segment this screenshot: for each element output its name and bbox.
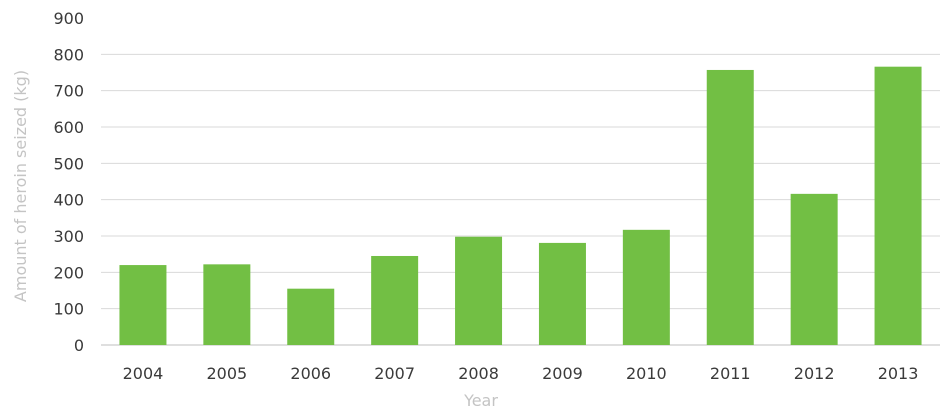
y-tick-label: 400	[53, 191, 84, 210]
y-tick-label: 0	[74, 336, 84, 355]
bar-2005	[203, 264, 251, 345]
x-tick-label: 2005	[206, 364, 247, 383]
bar-2012	[790, 193, 838, 345]
bar-2010	[622, 229, 670, 345]
x-tick-label: 2012	[794, 364, 835, 383]
y-tick-label: 600	[53, 118, 84, 137]
bar-2004	[119, 265, 167, 345]
x-tick-label: 2013	[878, 364, 919, 383]
y-tick-label: 500	[53, 154, 84, 173]
x-axis-title: Year	[463, 391, 498, 410]
bar-2011	[706, 69, 754, 345]
bar-2009	[538, 242, 586, 345]
y-axis-title: Amount of heroin seized (kg)	[11, 70, 30, 302]
x-axis-ticks: 2004 2005 2006 2007 2008 2009 2010 2011 2012 2013	[123, 364, 919, 383]
y-tick-label: 200	[53, 263, 84, 282]
y-tick-label: 700	[53, 82, 84, 101]
bar-2013	[874, 66, 922, 345]
y-tick-label: 900	[53, 9, 84, 28]
y-tick-label: 300	[53, 227, 84, 246]
x-tick-label: 2004	[123, 364, 164, 383]
y-tick-label: 100	[53, 300, 84, 319]
bar-2006	[287, 288, 335, 345]
x-tick-label: 2006	[290, 364, 331, 383]
y-tick-label: 800	[53, 45, 84, 64]
x-tick-label: 2011	[710, 364, 751, 383]
x-tick-label: 2010	[626, 364, 667, 383]
bar-2008	[455, 236, 503, 345]
bar-2007	[371, 255, 419, 345]
bars	[119, 66, 922, 345]
y-axis-ticks: 0 100 200 300 400 500 600 700 800 900	[53, 9, 84, 355]
x-tick-label: 2007	[374, 364, 415, 383]
x-tick-label: 2009	[542, 364, 583, 383]
x-tick-label: 2008	[458, 364, 499, 383]
